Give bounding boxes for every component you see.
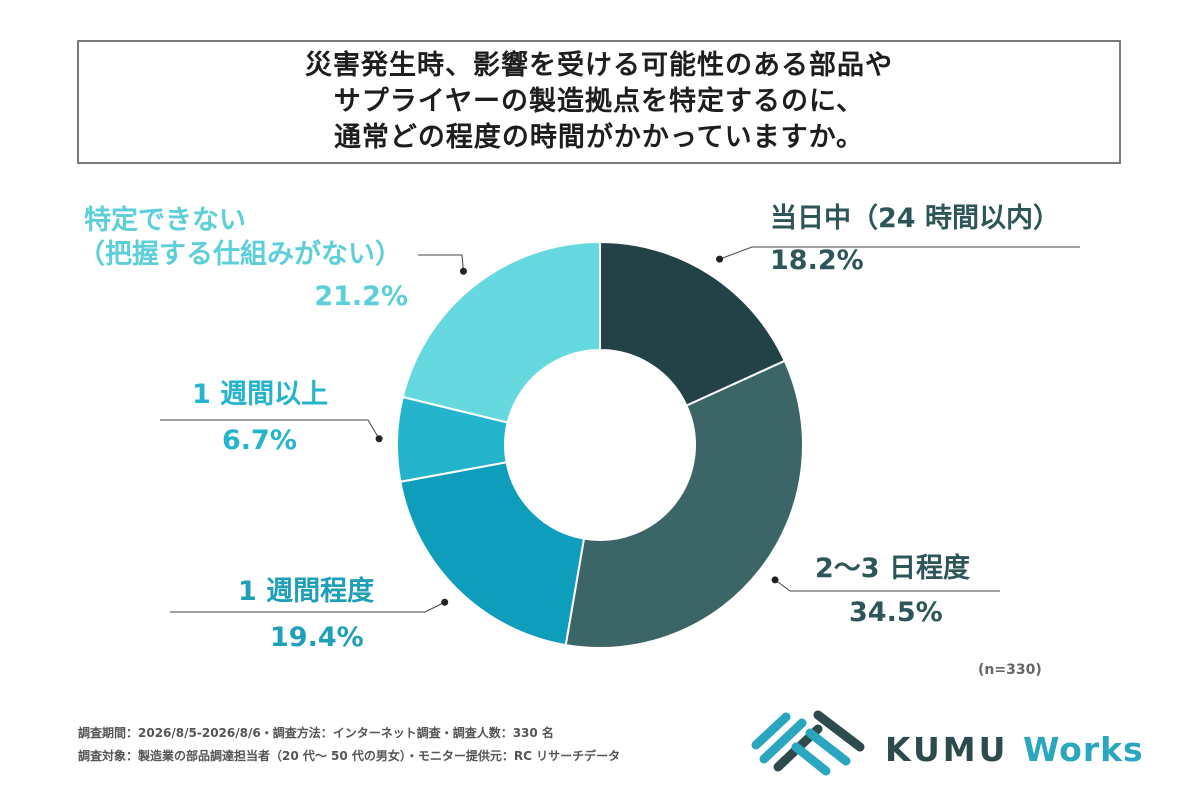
question-title-line-3: 通常どの程度の時間がかかっていますか。 <box>333 122 865 153</box>
survey-footer-line-2: 調査対象：製造業の部品調達担当者（20 代〜 50 代の男女）・モニター提供元：… <box>78 749 621 763</box>
leader-dot-over-1-week <box>375 435 383 443</box>
logo-suffix: Works <box>1022 730 1144 769</box>
leader-line-unknown <box>418 254 464 272</box>
leader-line-2-3-days <box>774 579 1000 592</box>
slice-percent-2-3-days: 34.5% <box>849 597 943 628</box>
slice-label-same-day: 当日中（24 時間以内） 18.2% <box>770 202 1060 278</box>
slice-label-over-1-week: 1 週間以上 6.7% <box>192 378 328 458</box>
slice-label-1-week: 1 週間程度 19.4% <box>238 575 374 655</box>
kumu-works-logo-icon <box>751 710 865 776</box>
slice-percent-over-1-week: 6.7% <box>222 425 297 456</box>
donut-slice-1-week <box>399 461 586 647</box>
slice-name-2-3-days: 2〜3 日程度 <box>815 553 970 584</box>
question-title-line-2: サプライヤーの製造拠点を特定するのに、 <box>333 86 865 117</box>
leader-dot-1-week <box>441 598 449 606</box>
donut-slice-unknown <box>401 240 601 424</box>
slice-name-same-day: 当日中（24 時間以内） <box>770 203 1060 234</box>
question-title-box: 災害発生時、影響を受ける可能性のある部品や サプライヤーの製造拠点を特定するのに… <box>77 40 1121 164</box>
leader-dot-2-3-days <box>771 576 779 584</box>
slice-name-over-1-week: 1 週間以上 <box>192 379 329 410</box>
donut-slice-same-day <box>599 240 787 407</box>
leader-dot-unknown <box>459 267 467 275</box>
logo-brand: KUMU <box>885 730 1009 769</box>
survey-footer-line-1: 調査期間：2026/8/5-2026/8/6・調査方法：インターネット調査・調査… <box>78 726 554 740</box>
slice-name-1-week: 1 週間程度 <box>238 576 375 607</box>
slice-name-unknown-line-1: 特定できない <box>84 205 246 236</box>
question-title-line-1: 災害発生時、影響を受ける可能性のある部品や <box>305 50 893 81</box>
slice-percent-unknown: 21.2% <box>314 281 408 312</box>
leader-line-over-1-week <box>160 419 380 440</box>
donut-slice-2-3-days <box>564 359 804 649</box>
leader-line-1-week <box>170 601 445 613</box>
sample-size-note: (n=330) <box>978 662 1042 678</box>
kumu-works-logo-text: KUMU Works <box>885 730 1144 769</box>
leader-dot-same-day <box>716 255 724 263</box>
slice-percent-same-day: 18.2% <box>770 245 864 276</box>
slice-label-2-3-days: 2〜3 日程度 34.5% <box>815 552 970 630</box>
slice-label-unknown: 特定できない （把握する仕組みがない） 21.2% <box>78 204 414 314</box>
slice-name-unknown-line-2: （把握する仕組みがない） <box>78 239 402 270</box>
leader-line-same-day <box>719 246 1080 260</box>
slice-percent-1-week: 19.4% <box>270 622 364 653</box>
